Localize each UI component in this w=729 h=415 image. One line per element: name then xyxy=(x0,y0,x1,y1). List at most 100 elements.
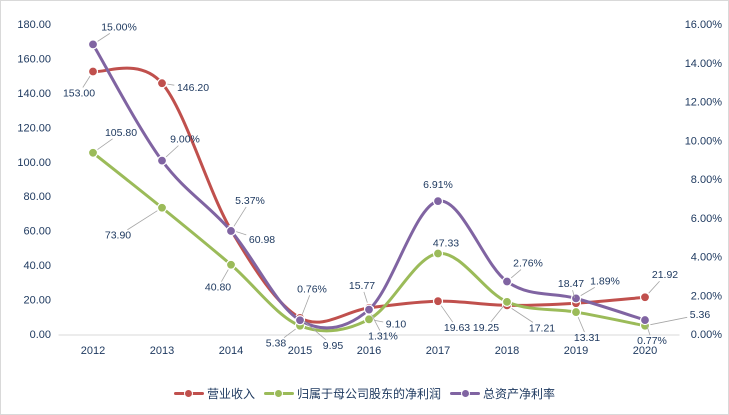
roa-leader-line xyxy=(580,287,595,296)
legend-swatch-revenue xyxy=(173,388,204,399)
series-roa xyxy=(87,39,651,330)
revenue-data-label: 15.77 xyxy=(349,280,375,292)
revenue-data-label: 60.98 xyxy=(249,234,275,246)
net-profit-leader-line xyxy=(577,316,585,333)
x-axis-tick-label: 2018 xyxy=(495,345,519,357)
x-axis-tick-label: 2017 xyxy=(426,345,450,357)
net-profit-data-label: 40.80 xyxy=(205,282,231,294)
net-profit-data-label: 47.33 xyxy=(433,237,459,249)
revenue-data-label: 21.92 xyxy=(652,269,678,281)
roa-data-label: 9.00% xyxy=(170,134,200,146)
roa-point xyxy=(639,314,651,326)
net-profit-leader-line xyxy=(283,328,296,339)
revenue-data-label: 17.21 xyxy=(529,322,555,334)
revenue-point xyxy=(639,292,651,303)
roa-data-label: 6.91% xyxy=(423,179,453,191)
net-profit-point xyxy=(225,259,237,270)
x-axis-tick-label: 2020 xyxy=(633,345,657,357)
net-profit-data-label: 19.25 xyxy=(473,322,499,334)
legend-item-revenue[interactable]: 营业收入 xyxy=(173,385,255,402)
left-axis-tick-label: 0.00 xyxy=(30,329,51,341)
roa-point xyxy=(432,196,444,207)
net-profit-leader-line xyxy=(490,305,504,323)
net-profit-leader-line xyxy=(221,269,229,282)
roa-leader-line xyxy=(371,314,381,331)
net-profit-data-label: 5.36 xyxy=(690,309,711,321)
revenue-leader-line xyxy=(167,83,175,86)
right-axis-tick-label: 6.00% xyxy=(691,213,722,225)
net-profit-point xyxy=(432,248,444,259)
legend-item-roa[interactable]: 总资产净利率 xyxy=(450,385,555,402)
roa-data-label: 2.76% xyxy=(513,258,543,270)
revenue-leader-line xyxy=(303,321,327,341)
roa-leader-line xyxy=(97,33,111,42)
roa-data-label: 0.76% xyxy=(297,283,327,295)
revenue-point xyxy=(156,78,168,89)
net-profit-data-label: 9.10 xyxy=(386,318,407,330)
roa-point xyxy=(570,293,582,304)
revenue-leader-line xyxy=(511,308,534,323)
x-axis-tick-label: 2016 xyxy=(357,345,381,357)
right-axis-tick-label: 14.00% xyxy=(685,58,723,70)
left-axis-tick-label: 180.00 xyxy=(17,19,51,31)
revenue-leader-line xyxy=(236,231,247,236)
revenue-data-label: 9.95 xyxy=(323,340,344,352)
revenue-data-label: 19.63 xyxy=(444,322,470,334)
net-profit-point xyxy=(501,296,513,307)
roa-point xyxy=(294,315,306,326)
revenue-data-label: 18.47 xyxy=(558,278,584,290)
right-axis-tick-label: 10.00% xyxy=(685,135,723,147)
x-axis-tick-label: 2012 xyxy=(81,345,105,357)
right-axis-tick-label: 8.00% xyxy=(691,174,722,186)
x-axis-tick-label: 2019 xyxy=(564,345,588,357)
left-axis-tick-label: 60.00 xyxy=(23,226,51,238)
roa-point xyxy=(156,155,168,166)
legend-label-net-profit: 归属于母公司股东的净利润 xyxy=(296,386,441,401)
net-profit-leader-line xyxy=(127,210,158,231)
left-axis-tick-label: 40.00 xyxy=(23,260,51,272)
net-profit-data-label: 13.31 xyxy=(574,332,600,344)
net-profit-leader-line xyxy=(650,316,688,326)
right-axis-tick-label: 12.00% xyxy=(685,97,723,109)
net-profit-point xyxy=(363,314,375,325)
x-axis-tick-label: 2014 xyxy=(219,345,243,357)
legend-dot-icon xyxy=(460,388,470,398)
right-axis: 0.00% 2.00% 4.00% 6.00% 8.00% 10.00% 12.00% 14.… xyxy=(685,19,723,341)
net-profit-point xyxy=(87,147,99,158)
x-axis: 2012 2013 2014 2015 2016 2017 2018 2019 2020 xyxy=(81,345,657,357)
left-axis-tick-label: 100.00 xyxy=(17,157,51,169)
roa-leader-line xyxy=(165,145,179,158)
left-axis: 0.00 20.00 40.00 60.00 80.00 100.00 120.00 140.… xyxy=(17,19,51,341)
revenue-data-label: 153.00 xyxy=(63,88,95,100)
revenue-point xyxy=(87,66,99,77)
right-axis-tick-label: 16.00% xyxy=(685,19,723,31)
net-profit-data-label: 73.90 xyxy=(105,230,131,242)
revenue-leader-line xyxy=(572,290,575,298)
revenue-leader-line xyxy=(440,305,454,323)
roa-data-label: 0.77% xyxy=(637,335,667,347)
legend-label-roa: 总资产净利率 xyxy=(483,386,556,401)
series-net-profit xyxy=(87,147,651,333)
left-axis-tick-label: 80.00 xyxy=(23,191,51,203)
legend-dot-icon xyxy=(274,388,284,398)
roa-leader-line xyxy=(233,206,247,227)
roa-point xyxy=(87,39,99,50)
right-axis-tick-label: 0.00% xyxy=(691,329,722,341)
legend-swatch-roa xyxy=(450,388,480,399)
roa-leader-line xyxy=(301,295,311,316)
legend: 营业收入 归属于母公司股东的净利润 总资产净利率 xyxy=(0,383,729,403)
net-profit-point xyxy=(570,306,582,318)
revenue-point xyxy=(432,296,444,307)
legend-item-net-profit[interactable]: 归属于母公司股东的净利润 xyxy=(263,385,441,402)
revenue-data-label: 146.20 xyxy=(177,82,209,94)
legend-swatch-net-profit xyxy=(263,388,294,399)
roa-point xyxy=(501,276,513,287)
left-axis-tick-label: 160.00 xyxy=(17,53,51,65)
roa-point xyxy=(225,225,237,237)
left-axis-tick-label: 120.00 xyxy=(17,122,51,134)
revenue-leader-line xyxy=(363,291,368,303)
roa-point xyxy=(363,304,375,315)
net-profit-leader-line xyxy=(97,138,113,150)
revenue-line xyxy=(91,66,647,324)
